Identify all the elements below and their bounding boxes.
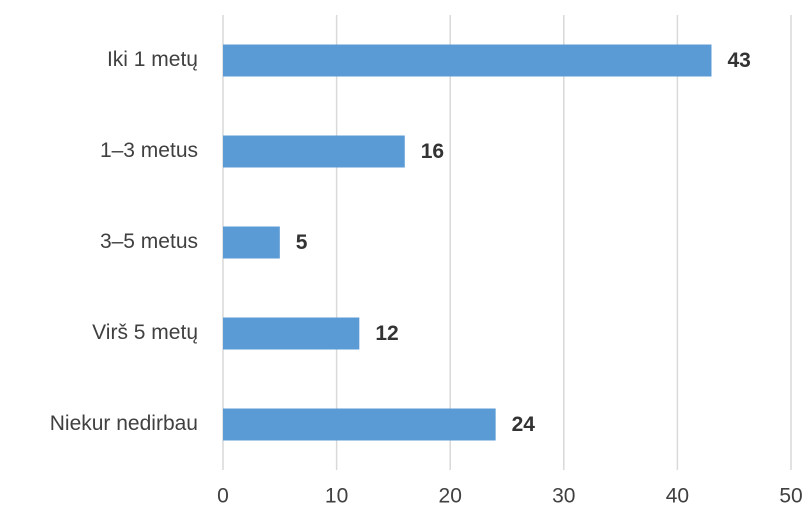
bar bbox=[223, 44, 712, 77]
bar bbox=[223, 135, 405, 168]
data-label: 43 bbox=[727, 49, 750, 72]
bar bbox=[223, 408, 496, 441]
y-tick-label: Virš 5 metų bbox=[92, 321, 198, 344]
data-label: 24 bbox=[512, 413, 536, 436]
x-tick-label: 50 bbox=[779, 485, 802, 508]
x-tick-label: 20 bbox=[439, 485, 462, 508]
x-tick-label: 40 bbox=[666, 485, 689, 508]
y-tick-label: 3–5 metus bbox=[100, 230, 198, 253]
x-tick-label: 10 bbox=[325, 485, 348, 508]
data-label: 12 bbox=[375, 322, 398, 345]
y-tick-label: Iki 1 metų bbox=[107, 48, 198, 71]
x-tick-label: 0 bbox=[217, 485, 229, 508]
y-tick-label: 1–3 metus bbox=[100, 139, 198, 162]
bar bbox=[223, 317, 360, 350]
bar bbox=[223, 226, 280, 259]
x-tick-label: 30 bbox=[552, 485, 575, 508]
data-label: 5 bbox=[296, 231, 308, 254]
y-tick-label: Niekur nedirbau bbox=[50, 412, 198, 435]
data-label: 16 bbox=[421, 140, 444, 163]
